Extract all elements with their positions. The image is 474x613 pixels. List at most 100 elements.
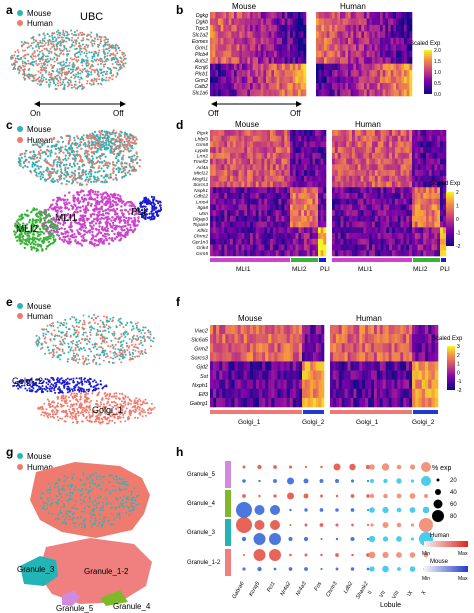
umap-point: [37, 150, 41, 154]
heatmap-cell: [324, 57, 327, 64]
umap-point: [111, 216, 114, 219]
umap-point: [93, 58, 96, 61]
heatmap-cell: [337, 198, 341, 205]
umap-point: [23, 242, 26, 245]
heatmap-cell: [231, 24, 235, 32]
umap-point: [79, 209, 82, 213]
umap-point: [47, 150, 51, 153]
umap-point: [101, 198, 104, 202]
umap-point: [24, 149, 27, 152]
umap-point: [37, 234, 40, 237]
umap-point: [90, 143, 93, 147]
umap-point: [52, 38, 54, 41]
umap-point: [79, 214, 82, 217]
heatmap-cell: [300, 83, 304, 90]
umap-point: [60, 210, 63, 213]
umap-point: [51, 167, 54, 170]
umap-point: [109, 173, 112, 176]
heatmap-cell: [414, 130, 418, 137]
heatmap-cell: [345, 89, 349, 97]
umap-point: [99, 38, 102, 41]
heatmap-cell: [270, 164, 274, 171]
umap-point: [66, 213, 70, 216]
umap-point: [117, 166, 120, 169]
heatmap-cell: [388, 83, 391, 90]
umap-point: [153, 196, 156, 199]
umap-point: [24, 232, 27, 235]
umap-point: [94, 37, 97, 40]
heatmap-cell: [431, 175, 435, 182]
umap-point: [31, 79, 34, 82]
umap-point: [80, 39, 83, 42]
heatmap-cell: [315, 204, 319, 211]
heatmap-cell: [401, 18, 405, 26]
umap-point: [137, 216, 140, 220]
umap-point: [105, 224, 109, 228]
umap-point: [85, 178, 88, 181]
umap-point: [93, 71, 96, 73]
heatmap-cell: [390, 18, 394, 26]
heatmap-cell: [393, 12, 397, 19]
heatmap-cell: [239, 83, 243, 90]
heatmap-cell: [406, 198, 410, 205]
heatmap-cell: [350, 50, 354, 58]
umap-point: [120, 201, 124, 204]
heatmap-cell: [281, 204, 285, 211]
umap-point: [29, 169, 32, 173]
heatmap-cell: [228, 31, 232, 39]
heatmap-cell: [406, 24, 410, 32]
umap-point: [151, 214, 154, 217]
heatmap-cell: [318, 18, 322, 26]
heatmap-cell: [332, 204, 336, 211]
umap-point: [35, 208, 38, 211]
umap-point: [96, 176, 99, 179]
heatmap-cell: [290, 12, 293, 19]
umap-point: [18, 215, 21, 218]
heatmap-cell: [221, 193, 225, 200]
heatmap-cell: [260, 37, 264, 45]
umap-point: [95, 156, 98, 159]
heatmap-cell: [244, 50, 248, 58]
heatmap-cell: [414, 170, 418, 177]
heatmap-cell: [360, 164, 364, 171]
heatmap-cell: [321, 57, 325, 64]
heatmap-cell: [218, 24, 221, 32]
heatmap-cell: [361, 63, 365, 71]
umap-point: [134, 168, 137, 171]
heatmap-cell: [349, 147, 353, 154]
heatmap-cell: [361, 70, 365, 77]
heatmap-cell: [218, 147, 222, 154]
heatmap-cell: [377, 24, 381, 32]
umap-point: [73, 136, 76, 139]
umap-point: [79, 31, 82, 34]
heatmap-cell: [401, 37, 405, 45]
umap-point: [126, 135, 129, 138]
heatmap-cell: [260, 50, 264, 58]
umap-point: [126, 231, 129, 234]
heatmap-cell: [369, 193, 373, 200]
heatmap-cell: [298, 37, 301, 45]
umap-point: [66, 50, 69, 53]
umap-point: [97, 202, 101, 206]
heatmap-cell: [440, 175, 444, 182]
heatmap-b: [210, 12, 413, 97]
umap-point: [50, 220, 53, 224]
heatmap-cell: [263, 57, 267, 64]
umap-point: [98, 207, 101, 210]
umap-point: [114, 213, 117, 216]
heatmap-cell: [238, 193, 242, 200]
umap-point: [101, 79, 104, 82]
heatmap-cell: [230, 181, 234, 188]
heatmap-cell: [350, 76, 354, 84]
heatmap-cell: [210, 63, 213, 71]
heatmap-cell: [426, 181, 430, 188]
heatmap-cell: [374, 44, 378, 52]
heatmap-cell: [420, 141, 424, 148]
heatmap-cell: [270, 135, 274, 142]
umap-point: [90, 41, 92, 44]
umap-point: [101, 242, 105, 245]
umap-point: [117, 159, 120, 162]
heatmap-cell: [374, 164, 379, 171]
heatmap-cell: [358, 37, 362, 45]
umap-point: [128, 144, 131, 147]
